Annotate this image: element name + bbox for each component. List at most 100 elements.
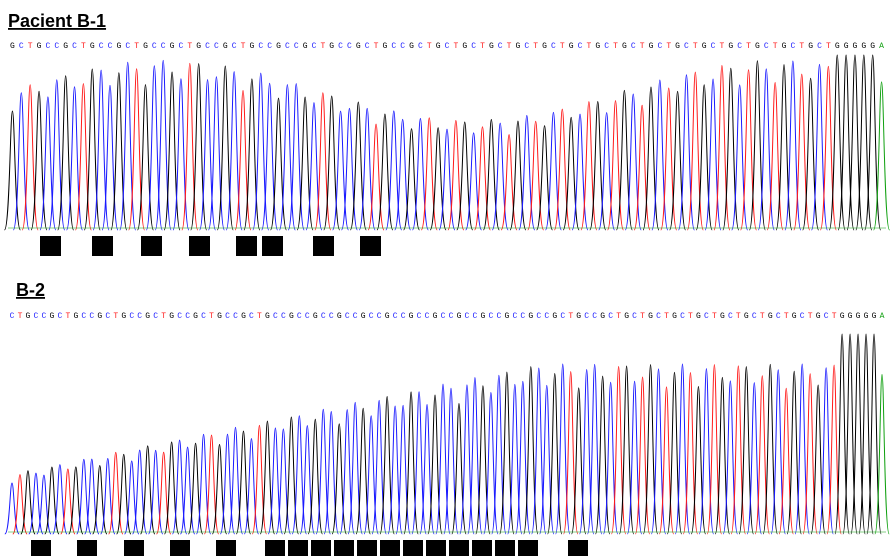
base-letter: C (177, 312, 182, 321)
base-letter: G (289, 312, 294, 321)
base-letter: C (205, 42, 210, 51)
base-letter: C (281, 312, 286, 321)
base-letter: G (462, 42, 467, 51)
base-letter: G (457, 312, 462, 321)
base-letter: C (737, 42, 742, 51)
marker (518, 540, 538, 556)
base-letter: G (10, 42, 15, 51)
base-letter: G (361, 312, 366, 321)
marker (288, 540, 308, 556)
base-letter: C (201, 312, 206, 321)
base-letter: G (648, 312, 653, 321)
base-letter: T (808, 312, 813, 321)
base-letter: G (755, 42, 760, 51)
base-letter: G (856, 312, 861, 321)
panel-title: B-2 (16, 280, 45, 300)
base-letter: C (233, 312, 238, 321)
base-letter: T (586, 42, 591, 51)
base-letter: C (656, 312, 661, 321)
base-letter: G (265, 312, 270, 321)
base-letter: C (312, 42, 317, 51)
base-letter: G (728, 42, 733, 51)
base-letter: C (536, 312, 541, 321)
marker (216, 540, 236, 556)
base-letter: T (209, 312, 214, 321)
base-letter: C (711, 42, 716, 51)
marker (265, 540, 285, 556)
peak (253, 73, 269, 230)
base-letter: G (792, 312, 797, 321)
base-letter: G (542, 42, 547, 51)
base-letter: C (592, 312, 597, 321)
base-letter: T (640, 42, 645, 51)
base-letter: C (321, 312, 326, 321)
marker (495, 540, 515, 556)
base-letter: G (143, 42, 148, 51)
base-letter: G (552, 312, 557, 321)
base-letter: T (616, 312, 621, 321)
base-letter: C (137, 312, 142, 321)
marker (403, 540, 423, 556)
base-letter: G (872, 312, 877, 321)
base-letter: G (861, 42, 866, 51)
base-letter: T (28, 42, 33, 51)
base-letter: G (624, 312, 629, 321)
base-letter: T (560, 42, 565, 51)
marker (568, 540, 588, 556)
peak (120, 62, 136, 230)
base-letter: C (185, 312, 190, 321)
peak (217, 66, 233, 230)
base-letter: C (824, 312, 829, 321)
base-letter: T (832, 312, 837, 321)
base-letter: C (684, 42, 689, 51)
base-letter: C (400, 42, 405, 51)
base-letter: G (768, 312, 773, 321)
marker (334, 540, 354, 556)
base-letter: C (704, 312, 709, 321)
base-letter: G (196, 42, 201, 51)
base-letter: C (551, 42, 556, 51)
base-letter: G (672, 312, 677, 321)
base-letter: C (267, 42, 272, 51)
repeat-markers (31, 540, 588, 556)
base-letter: A (879, 42, 884, 51)
base-letter: T (760, 312, 765, 321)
base-letter: G (848, 312, 853, 321)
base-letter: G (808, 42, 813, 51)
base-letter: G (409, 312, 414, 321)
base-letter: C (512, 312, 517, 321)
base-letter: G (675, 42, 680, 51)
base-letter: C (46, 42, 51, 51)
base-letter: C (471, 42, 476, 51)
base-letter: C (338, 42, 343, 51)
base-letter: G (702, 42, 707, 51)
base-letter: T (533, 42, 538, 51)
base-letter: G (853, 42, 858, 51)
marker (360, 236, 381, 256)
base-letter: G (337, 312, 342, 321)
base-letter: C (584, 312, 589, 321)
base-letter: T (746, 42, 751, 51)
base-letter: T (666, 42, 671, 51)
base-letter: C (34, 312, 39, 321)
sequence-text: CTGCCGCTGCCGCTGCCGCTGCCGCTGCCGCTGCCGCCGC… (10, 312, 885, 321)
base-letter: C (544, 312, 549, 321)
base-letter: C (273, 312, 278, 321)
base-letter: C (418, 42, 423, 51)
base-letter: G (73, 312, 78, 321)
base-letter: G (840, 312, 845, 321)
base-letter: G (528, 312, 533, 321)
base-letter: G (90, 42, 95, 51)
base-letter: G (241, 312, 246, 321)
base-letter: T (241, 42, 246, 51)
marker (124, 540, 144, 556)
base-letter: C (161, 42, 166, 51)
base-letter: C (19, 42, 24, 51)
base-letter: C (401, 312, 406, 321)
base-letter: C (258, 42, 263, 51)
base-letter: T (664, 312, 669, 321)
base-letter: C (377, 312, 382, 321)
